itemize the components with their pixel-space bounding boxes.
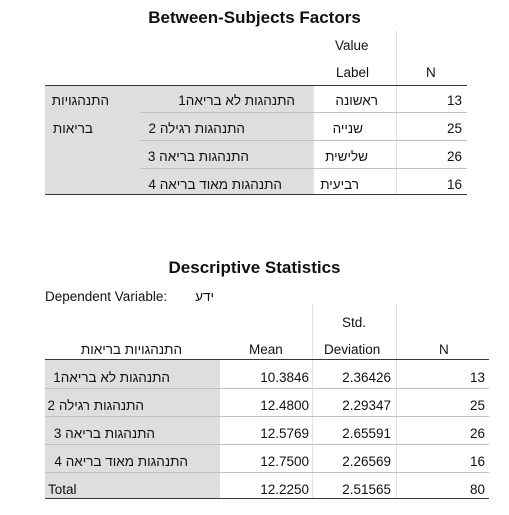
descriptive-row-sd: 2.29347 [342, 398, 391, 413]
descriptive-row-mean: 12.5769 [260, 426, 309, 441]
between-row-label: רביעית [320, 177, 359, 192]
descriptive-row-n: 16 [469, 454, 485, 469]
descriptive-row-label: התנהגות מאוד בריאה 4 [54, 454, 188, 469]
descriptive-header-std-1: Std. [342, 315, 367, 330]
between-row-value: התנהגות מאוד בריאה 4 [148, 177, 282, 192]
descriptive-row-sd: 2.26569 [342, 454, 391, 469]
descriptive-row-n: 13 [469, 370, 485, 385]
descriptive-row-label: התנהגות לא בריאה1 [53, 370, 170, 385]
descriptive-row-n: 26 [469, 426, 485, 441]
between-header-label: Label [336, 65, 370, 80]
between-row-value: התנהגות רגילה 2 [148, 121, 245, 136]
descriptive-row-label: התנהגות רגילה 2 [47, 398, 144, 413]
descriptive-header-std-2: Deviation [324, 342, 381, 357]
descriptive-header-factor: התנהגויות בריאות [80, 342, 182, 357]
dependent-variable-label: Dependent Variable: [45, 289, 168, 304]
descriptive-header-mean: Mean [249, 342, 283, 357]
between-row-n: 16 [446, 177, 462, 192]
between-header-n: N [426, 65, 436, 80]
descriptive-row-mean: 12.2250 [260, 482, 309, 497]
between-row-n: 25 [446, 121, 462, 136]
descriptive-row-sd: 2.36426 [342, 370, 391, 385]
descriptive-row-mean: 12.7500 [260, 454, 309, 469]
between-header-value: Value [335, 38, 369, 53]
descriptive-row-shade [45, 360, 220, 498]
between-row-value: התנהגות לא בריאה1 [178, 93, 295, 108]
descriptive-row-mean: 12.4800 [260, 398, 309, 413]
between-subjects-title: Between-Subjects Factors [148, 8, 361, 27]
descriptive-row-n: 80 [469, 482, 485, 497]
descriptive-header-n: N [439, 342, 449, 357]
descriptive-row-sd: 2.51565 [342, 482, 391, 497]
descriptive-statistics-title: Descriptive Statistics [168, 258, 341, 277]
between-factor-name-2: בריאות [52, 121, 93, 136]
between-row-n: 26 [446, 149, 462, 164]
descriptive-row-sd: 2.65591 [342, 426, 391, 441]
descriptive-row-n: 25 [469, 398, 485, 413]
between-row-label: שנייה [332, 121, 363, 136]
between-row-label: שלישית [325, 149, 368, 164]
between-factor-name-1: התנהגויות [51, 93, 109, 108]
dependent-variable-value: ידע [195, 289, 214, 304]
descriptive-row-label: התנהגות בריאה 3 [53, 426, 155, 441]
descriptive-row-mean: 10.3846 [260, 370, 309, 385]
between-row-value: התנהגות בריאה 3 [147, 149, 249, 164]
descriptive-row-label: Total [48, 482, 77, 497]
between-row-n: 13 [446, 93, 462, 108]
between-row-label: ראשונה [335, 93, 378, 108]
